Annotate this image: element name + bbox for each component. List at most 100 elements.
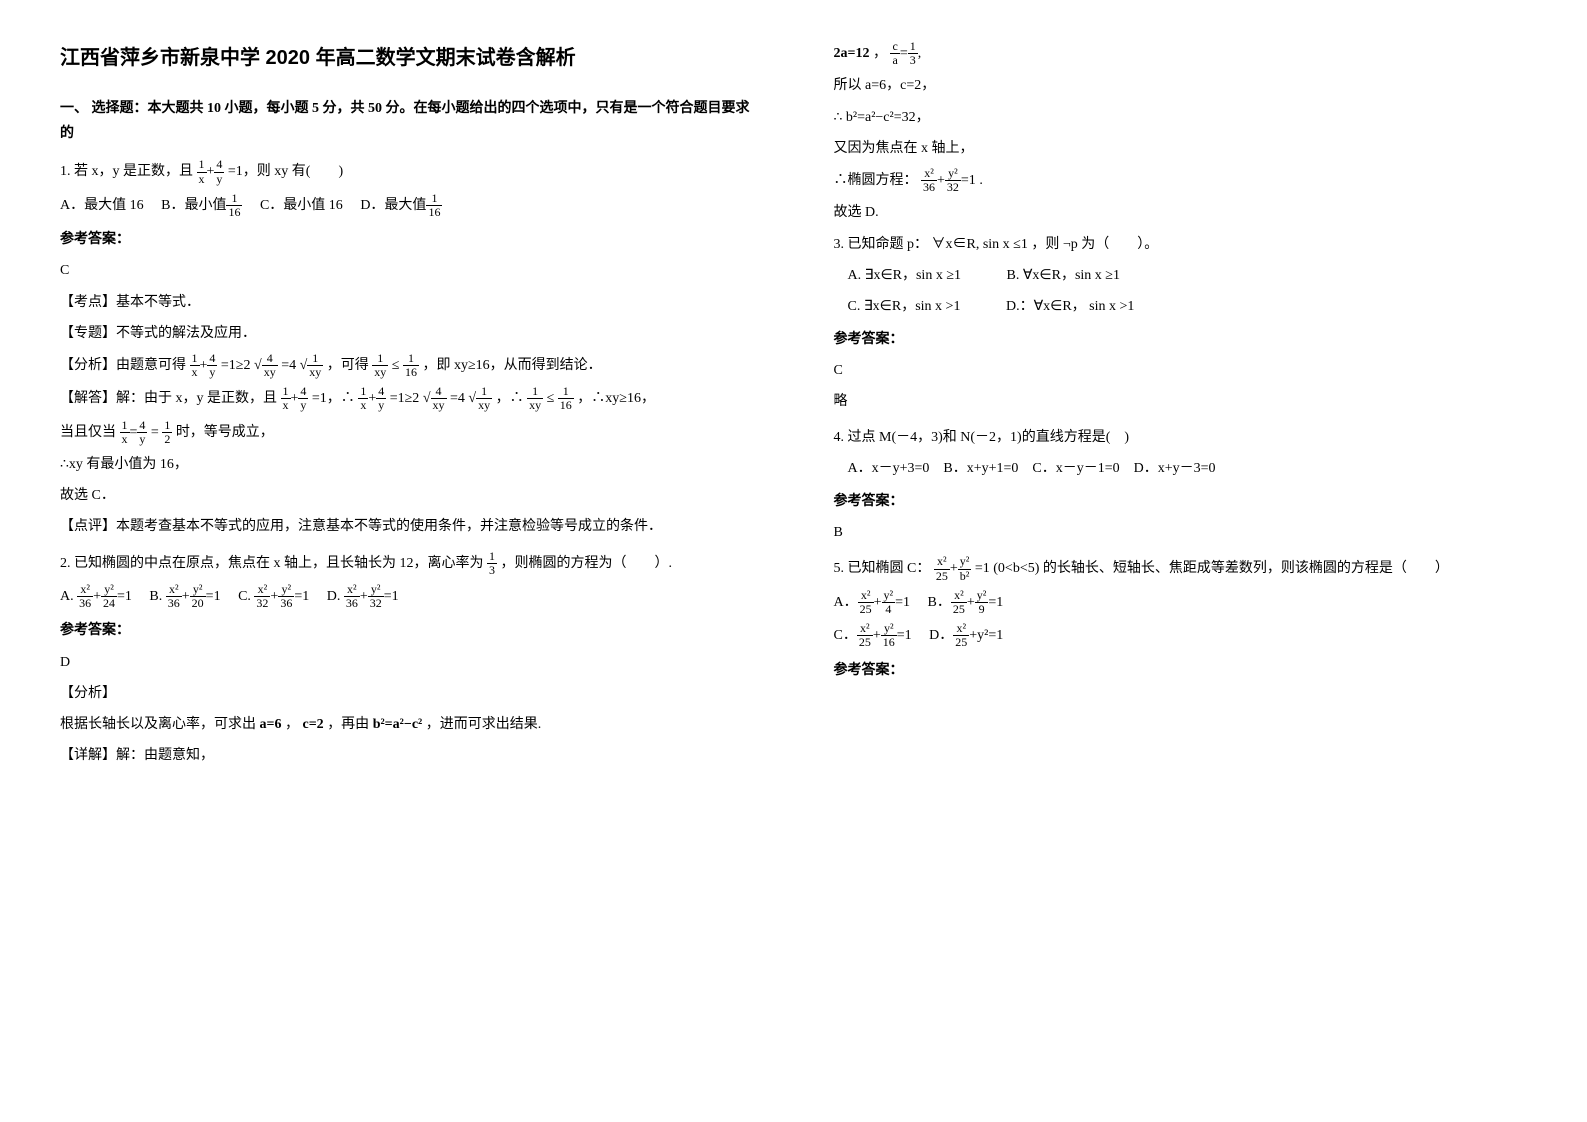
q1-zt: 【专题】不等式的解法及应用． xyxy=(60,321,754,346)
q3-stem-mid: ∀x∈R, sin x ≤1 xyxy=(932,237,1028,252)
frac-4y-fx: 4y xyxy=(207,352,217,379)
q1-fx-m2: =4 xyxy=(281,358,296,373)
q2-fxb-m2: ， xyxy=(285,717,299,732)
q5-ans-label: 参考答案： xyxy=(834,658,1528,683)
question-2: 2. 已知椭圆的中点在原点，焦点在 x 轴上，且长轴长为 12，离心率为 13 … xyxy=(60,550,754,769)
frac-x25-s: x²25 xyxy=(934,555,950,582)
q2-fxb-m3: c=2 xyxy=(302,717,323,732)
frac-4y-jd: 4y xyxy=(298,385,308,412)
q2-r1-m: ， xyxy=(873,46,887,61)
frac-1x-fx: 1x xyxy=(190,352,200,379)
q1-stem-post: =1，则 xy 有( ) xyxy=(228,164,343,179)
q2-stem-post: ，则椭圆的方程为（ ）. xyxy=(501,555,673,570)
frac-y32-d: y²32 xyxy=(368,583,384,610)
q2-fx-body: 根据长轴长以及离心率，可求出 a=6 ， c=2 ，再由 b²=a²−c² ，进… xyxy=(60,712,754,737)
frac-x32-c: x²32 xyxy=(254,583,270,610)
frac-1xy-fx2: 1xy xyxy=(372,352,388,379)
q1-jd-m3: =4 xyxy=(450,391,465,406)
q2-stem-pre: 2. 已知椭圆的中点在原点，焦点在 x 轴上，且长轴长为 12，离心率为 xyxy=(60,555,484,570)
q1-jd-m2: =1≥2 xyxy=(390,391,420,406)
q2-fxb-pre: 根据长轴长以及离心率，可求出 xyxy=(60,717,256,732)
q1-stem-pre: 1. 若 x，y 是正数，且 xyxy=(60,164,193,179)
q3-options-row2: C. ∃x∈R，sin x >1 D.：∀x∈R， sin x >1 xyxy=(848,294,1528,319)
frac-y36-c: y²36 xyxy=(278,583,294,610)
q1-fx-m1: =1≥2 xyxy=(221,358,251,373)
frac-x25-a: x²25 xyxy=(858,589,874,616)
q5-stem-pre: 5. 已知椭圆 C： xyxy=(834,561,931,576)
q1-jd-eq: 当且仅当 1x=4y = 12 时，等号成立， xyxy=(60,419,754,446)
frac-x25-b: x²25 xyxy=(951,589,967,616)
exam-title: 江西省萍乡市新泉中学 2020 年高二数学文期末试卷含解析 xyxy=(60,40,754,76)
q1-jd-post: ，∴xy≥16， xyxy=(577,391,655,406)
question-1: 1. 若 x，y 是正数，且 1x+4y =1，则 xy 有( ) A．最大值 … xyxy=(60,158,754,539)
q1-fx-m4: ≤ xyxy=(392,358,400,373)
right-column: 2a=12 ， ca=13, 所以 a=6，c=2， ∴ b²=a²−c²=32… xyxy=(834,40,1528,778)
frac-1-3: 13 xyxy=(487,550,497,577)
frac-c-a: ca xyxy=(890,40,899,67)
frac-y16-c: y²16 xyxy=(881,622,897,649)
frac-y9-b: y²9 xyxy=(975,589,989,616)
frac-4y-jd2: 4y xyxy=(376,385,386,412)
frac-1x-jd: 1x xyxy=(281,385,291,412)
q1-fx-post: ，即 xy≥16，从而得到结论． xyxy=(422,358,601,373)
frac-y24-a: y²24 xyxy=(101,583,117,610)
frac-y32-r5: y²32 xyxy=(945,167,961,194)
q1-jd: 【解答】解：由于 x，y 是正数，且 1x+4y =1，∴ 1x+4y =1≥2… xyxy=(60,385,754,412)
q1-jd-c1: ∴xy 有最小值为 16， xyxy=(60,452,754,477)
q2-fxb-m1: a=6 xyxy=(260,717,282,732)
frac-4-y: 4y xyxy=(214,158,224,185)
q2-ans: D xyxy=(60,650,754,675)
q2-r5-pre: ∴椭圆方程： xyxy=(834,173,918,188)
question-4: 4. 过点 M(－4，3)和 N(－2，1)的直线方程是( ) A．x－y+3=… xyxy=(834,425,1528,546)
frac-1x-eq: 1x xyxy=(120,419,130,446)
question-3: 3. 已知命题 p： ∀x∈R, sin x ≤1 ，则 ¬p 为（ ）。 A.… xyxy=(834,232,1528,415)
q3-stem: 3. 已知命题 p： ∀x∈R, sin x ≤1 ，则 ¬p 为（ ）。 xyxy=(834,232,1528,257)
q1-fx-m3: ，可得 xyxy=(327,358,369,373)
frac-1-x: 1x xyxy=(197,158,207,185)
q2-stem: 2. 已知椭圆的中点在原点，焦点在 x 轴上，且长轴长为 12，离心率为 13 … xyxy=(60,550,754,577)
q3-ans: C xyxy=(834,358,1528,383)
frac-4xy-fx: 4xy xyxy=(262,352,278,379)
q2-r3: ∴ b²=a²−c²=32， xyxy=(834,105,1528,130)
q3-options-row1: A. ∃x∈R，sin x ≥1 B. ∀x∈R，sin x ≥1 xyxy=(848,263,1528,288)
page: 江西省萍乡市新泉中学 2020 年高二数学文期末试卷含解析 一、 选择题：本大题… xyxy=(60,40,1527,778)
q2-r4: 又因为焦点在 x 轴上， xyxy=(834,136,1528,161)
q2-fxb-m4: ，再由 xyxy=(327,717,369,732)
q5-stem-mid: =1 (0<b<5) xyxy=(975,561,1040,576)
q1-optB-pre: B．最小值 xyxy=(161,198,226,213)
frac-x25-d: x²25 xyxy=(953,622,969,649)
q3-optD: D.：∀x∈R， sin x >1 xyxy=(1006,299,1134,314)
q4-options: A．x－y+3=0 B．x+y+1=0 C．x－y－1=0 D．x+y－3=0 xyxy=(848,456,1528,481)
q4-ans-label: 参考答案： xyxy=(834,489,1528,514)
q1-jd-eq-post: 时，等号成立， xyxy=(176,425,274,440)
frac-1-3-r: 13 xyxy=(908,40,918,67)
q2-r1: 2a=12 ， ca=13, xyxy=(834,40,1528,67)
frac-yb2-s: y²b² xyxy=(958,555,972,582)
frac-1-2-eq: 12 xyxy=(162,419,172,446)
left-column: 江西省萍乡市新泉中学 2020 年高二数学文期末试卷含解析 一、 选择题：本大题… xyxy=(60,40,754,778)
q3-lue: 略 xyxy=(834,389,1528,414)
q2-r5: ∴椭圆方程： x²36+y²32=1 . xyxy=(834,167,1528,194)
q1-dp: 【点评】本题考查基本不等式的应用，注意基本不等式的使用条件，并注意检验等号成立的… xyxy=(60,514,754,539)
q3-stem-pre: 3. 已知命题 p： xyxy=(834,237,929,252)
frac-1-16-fx: 116 xyxy=(403,352,419,379)
q1-optA: A．最大值 16 xyxy=(60,198,144,213)
q1-jd-m5: ≤ xyxy=(547,391,555,406)
q2-xj: 【详解】解：由题意知， xyxy=(60,743,754,768)
q1-jd-eq-mid: = xyxy=(151,425,159,440)
frac-y4-a: y²4 xyxy=(882,589,896,616)
q2-options: A. x²36+y²24=1 B. x²36+y²20=1 C. x²32+y²… xyxy=(60,583,754,610)
q1-jd-c2: 故选 C． xyxy=(60,483,754,508)
frac-x36-a: x²36 xyxy=(77,583,93,610)
q1-ans: C xyxy=(60,258,754,283)
q3-optC: C. ∃x∈R，sin x >1 xyxy=(848,299,961,314)
q5-stem: 5. 已知椭圆 C： x²25+y²b² =1 (0<b<5) 的长轴长、短轴长… xyxy=(834,555,1528,582)
section-1-head: 一、 选择题：本大题共 10 小题，每小题 5 分，共 50 分。在每小题给出的… xyxy=(60,96,754,146)
q1-options: A．最大值 16 B．最小值116 C．最小值 16 D．最大值116 xyxy=(60,192,754,219)
q1-optD-pre: D．最大值 xyxy=(360,198,426,213)
q1-ans-label: 参考答案： xyxy=(60,227,754,252)
q2-ans-label: 参考答案： xyxy=(60,618,754,643)
frac-y20-b: y²20 xyxy=(190,583,206,610)
q5-options-row1: A．x²25+y²4=1 B．x²25+y²9=1 xyxy=(834,589,1528,616)
frac-1xy-fx: 1xy xyxy=(307,352,323,379)
